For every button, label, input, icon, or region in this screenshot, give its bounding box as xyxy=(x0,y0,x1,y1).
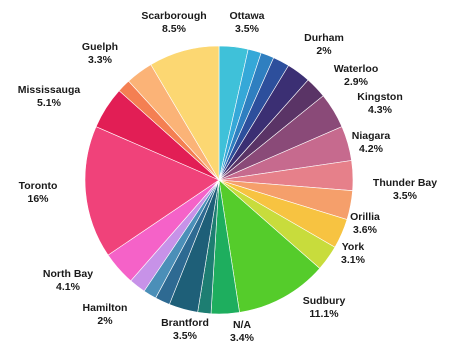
label-orillia: Orillia 3.6% xyxy=(350,211,380,236)
pie-slices xyxy=(84,45,354,315)
label-ottawa-name: Ottawa xyxy=(229,10,264,22)
label-brantford: Brantford 3.5% xyxy=(161,317,209,342)
label-mississauga: Mississauga 5.1% xyxy=(18,84,81,109)
label-niagara: Niagara 4.2% xyxy=(352,130,391,155)
label-thunder-bay: Thunder Bay 3.5% xyxy=(373,177,437,202)
label-york-value: 3.1% xyxy=(341,254,366,266)
label-sudbury-value: 11.1% xyxy=(309,308,339,320)
label-scarborough-value: 8.5% xyxy=(162,23,187,35)
label-orillia-value: 3.6% xyxy=(353,224,378,236)
label-hamilton: Hamilton 2% xyxy=(83,302,128,327)
label-durham: Durham 2% xyxy=(304,32,344,57)
label-scarborough: Scarborough 8.5% xyxy=(141,10,206,35)
label-toronto: Toronto 16% xyxy=(19,180,58,205)
label-north-bay-value: 4.1% xyxy=(56,281,81,293)
label-ottawa: Ottawa 3.5% xyxy=(229,10,264,35)
label-north-bay-name: North Bay xyxy=(43,268,93,280)
label-sudbury-name: Sudbury xyxy=(303,295,346,307)
label-toronto-value: 16% xyxy=(27,193,49,205)
label-brantford-name: Brantford xyxy=(161,317,209,329)
label-niagara-name: Niagara xyxy=(352,130,391,142)
pie-labels: Ottawa 3.5% Durham 2% Waterloo 2.9% Kingsto… xyxy=(18,10,437,344)
label-waterloo-name: Waterloo xyxy=(334,63,379,75)
label-guelph: Guelph 3.3% xyxy=(82,41,118,66)
label-durham-name: Durham xyxy=(304,32,344,44)
label-york-name: York xyxy=(342,241,365,253)
label-durham-value: 2% xyxy=(316,45,332,57)
label-guelph-value: 3.3% xyxy=(88,54,113,66)
label-brantford-value: 3.5% xyxy=(173,330,198,342)
label-toronto-name: Toronto xyxy=(19,180,58,192)
label-scarborough-name: Scarborough xyxy=(141,10,206,22)
label-sudbury: Sudbury 11.1% xyxy=(303,295,346,320)
label-mississauga-value: 5.1% xyxy=(37,97,62,109)
label-orillia-name: Orillia xyxy=(350,211,380,223)
slice-scarborough xyxy=(150,45,220,182)
label-niagara-value: 4.2% xyxy=(359,143,384,155)
label-york: York 3.1% xyxy=(341,241,366,266)
label-thunder-bay-value: 3.5% xyxy=(393,190,418,202)
label-guelph-name: Guelph xyxy=(82,41,118,53)
label-ottawa-value: 3.5% xyxy=(235,23,260,35)
label-mississauga-name: Mississauga xyxy=(18,84,81,96)
label-na: N/A 3.4% xyxy=(230,319,255,344)
label-na-value: 3.4% xyxy=(230,332,255,344)
slice-toronto xyxy=(84,126,220,256)
label-thunder-bay-name: Thunder Bay xyxy=(373,177,437,189)
label-kingston-name: Kingston xyxy=(357,91,403,103)
label-hamilton-value: 2% xyxy=(97,315,113,327)
label-na-name: N/A xyxy=(233,319,252,331)
label-kingston: Kingston 4.3% xyxy=(357,91,403,116)
label-hamilton-name: Hamilton xyxy=(83,302,128,314)
label-waterloo: Waterloo 2.9% xyxy=(334,63,379,88)
label-kingston-value: 4.3% xyxy=(368,104,393,116)
label-waterloo-value: 2.9% xyxy=(344,76,369,88)
label-north-bay: North Bay 4.1% xyxy=(43,268,93,293)
slice-sudbury xyxy=(218,179,321,313)
